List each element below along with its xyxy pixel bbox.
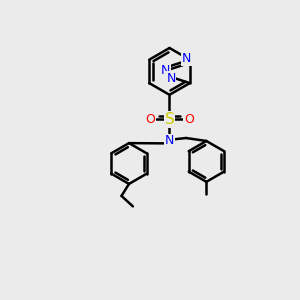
Text: O: O — [145, 113, 155, 126]
Text: N: N — [165, 134, 174, 148]
Text: O: O — [184, 113, 194, 126]
Text: N: N — [182, 52, 191, 65]
Text: N: N — [167, 72, 176, 85]
Text: S: S — [165, 112, 174, 127]
Text: N: N — [161, 64, 170, 77]
